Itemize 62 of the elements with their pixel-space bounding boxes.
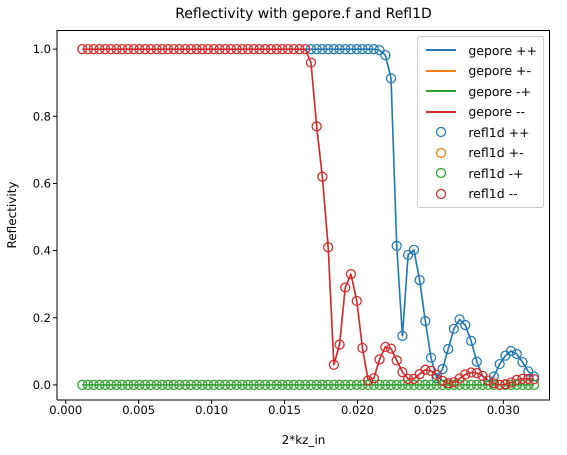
point [368,44,379,54]
point [323,44,334,54]
point [346,44,356,54]
point [414,275,425,286]
point [448,324,459,334]
legend-label: refl1d ++ [468,124,530,140]
point [363,44,374,54]
legend-label: gepore -+ [468,84,532,99]
point [517,356,528,368]
legend-label: refl1d -- [468,186,518,202]
chart-title: Reflectivity with gepore.f and Refl1D [174,6,433,22]
legend-label: refl1d +- [468,145,524,160]
point [500,350,510,361]
point [432,373,442,384]
point [426,352,436,363]
point [506,346,516,356]
point [334,44,345,54]
point [443,344,454,354]
x-tick-label: 0.020 [341,403,374,418]
point [392,240,402,251]
y-tick-label: 0.8 [32,109,51,124]
legend-label: gepore ++ [468,42,537,58]
point [472,356,482,367]
point [312,44,322,54]
point [397,330,408,341]
point [460,320,470,330]
x-tick-label: 0.025 [414,403,447,418]
point [523,366,534,377]
point [528,371,540,382]
x-tick-label: 0.005 [122,403,156,418]
point [317,44,328,54]
x-tick-label: 0.015 [268,403,302,418]
y-axis-title: Reflectivity [5,181,19,248]
point [454,314,465,325]
point [512,348,522,360]
point [402,250,414,260]
point [374,45,385,56]
y-tick-label: 0.4 [32,244,51,258]
point [420,316,430,326]
y-tick-label: 0.0 [32,378,51,392]
point [306,44,316,54]
point [437,364,448,374]
y-tick-label: 0.6 [32,176,51,191]
point [328,44,339,54]
point [466,336,476,346]
x-tick-label: 0.010 [195,403,228,418]
point [494,358,505,370]
point [340,44,350,54]
y-tick-label: 0.2 [32,310,51,325]
legend-label: gepore +- [468,63,532,78]
legend-label: gepore -- [468,104,526,120]
x-tick-label: 0.030 [486,403,520,418]
point [488,371,499,382]
point [357,44,368,54]
legend-label: refl1d -+ [468,166,524,181]
point [380,50,390,60]
point [408,244,420,256]
x-axis-title: 2*kz_in [280,433,326,447]
x-tick-label: 0.000 [49,403,82,418]
point [352,44,362,54]
y-tick-label: 1.0 [32,42,51,56]
point [386,73,396,84]
